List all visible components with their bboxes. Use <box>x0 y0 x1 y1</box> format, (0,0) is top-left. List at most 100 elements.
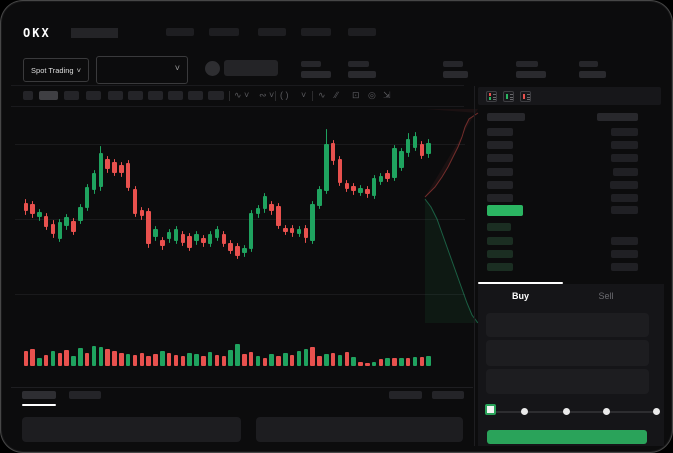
bid-row-price[interactable] <box>487 237 513 245</box>
timeframe-button[interactable] <box>23 91 33 100</box>
candle-body <box>43 216 49 227</box>
candle-body <box>228 243 233 251</box>
timeframe-button[interactable] <box>188 91 203 100</box>
candle-body <box>248 213 254 249</box>
bid-row-price[interactable] <box>487 250 513 258</box>
candle-body <box>132 189 138 214</box>
bottom-panel-box-2[interactable] <box>256 417 463 442</box>
volume-bar <box>98 347 104 366</box>
bid-row-price[interactable] <box>487 263 513 271</box>
ask-row-amount <box>610 181 638 189</box>
ask-row-price[interactable] <box>487 168 513 176</box>
timeframe-button[interactable] <box>39 91 58 100</box>
bottom-action-skeleton-1[interactable] <box>389 391 422 399</box>
market-selector-button[interactable]: Spot Trading ˅ <box>23 58 89 82</box>
divider <box>11 387 473 388</box>
icon-dash <box>527 96 530 98</box>
volume-bar <box>310 347 315 366</box>
timeframe-button[interactable] <box>148 91 163 100</box>
slider-dot[interactable] <box>652 408 660 415</box>
icon-strip <box>506 94 508 99</box>
ask-row-price[interactable] <box>487 128 513 136</box>
candle-body <box>50 224 56 234</box>
ask-row-amount <box>611 141 638 149</box>
pair-dropdown[interactable]: ˅ <box>96 56 188 84</box>
slider-dot[interactable] <box>520 408 528 415</box>
volume-bar <box>303 349 309 366</box>
orderbook-bids-icon[interactable] <box>503 91 514 102</box>
indicators-icon[interactable]: ( ) <box>280 90 289 100</box>
ask-row-price[interactable] <box>487 194 513 202</box>
volume-bar <box>344 352 349 366</box>
timeframe-button[interactable] <box>208 91 224 100</box>
navbar-menu-item[interactable] <box>209 28 239 36</box>
ask-row-price[interactable] <box>487 141 513 149</box>
candle-body <box>78 207 83 221</box>
orderbook-asks-icon[interactable] <box>520 91 531 102</box>
candle-body <box>303 228 309 238</box>
trade-input-field-1[interactable] <box>486 313 649 337</box>
bottom-action-skeleton-2[interactable] <box>432 391 464 399</box>
icon-dash <box>527 99 530 100</box>
buy-button[interactable] <box>487 430 647 444</box>
volume-bar <box>71 356 76 366</box>
timeframe-button[interactable] <box>86 91 101 100</box>
candle-body <box>358 188 363 193</box>
volume-bar <box>153 354 158 366</box>
slider-dot[interactable] <box>602 408 610 415</box>
timeframe-button[interactable] <box>128 91 143 100</box>
stat-label-skeleton <box>516 61 538 67</box>
trade-input-field-2[interactable] <box>486 340 649 366</box>
timeframe-button[interactable] <box>168 91 183 100</box>
volume-bar <box>214 355 220 366</box>
candle-body <box>84 187 90 208</box>
stat-pair <box>443 61 468 78</box>
bid-row-price[interactable] <box>487 223 511 231</box>
volume-bar <box>30 349 35 366</box>
volume-bar <box>317 356 322 366</box>
candle-body <box>173 229 179 241</box>
okx-logo[interactable]: OKX <box>23 26 51 40</box>
market-selector-label: Spot Trading <box>31 65 74 75</box>
bottom-panel-box-1[interactable] <box>22 417 241 442</box>
line-tool-icon[interactable]: ∿ <box>318 90 326 100</box>
stat-value-skeleton <box>579 71 606 78</box>
bottom-tab-2[interactable] <box>69 391 101 399</box>
candle-body <box>119 165 124 173</box>
tab-sell[interactable]: Sell <box>598 290 614 301</box>
ask-row-price[interactable] <box>487 181 513 189</box>
screenshot-icon[interactable]: ⊡ <box>352 90 360 100</box>
timeframe-button[interactable] <box>64 91 79 100</box>
volume-bar <box>57 353 63 366</box>
settings-icon[interactable]: ◎ <box>368 90 376 100</box>
compare-icon[interactable]: ∕∕ <box>335 90 339 100</box>
expand-indicators-icon[interactable]: ˅ <box>301 90 307 100</box>
volume-bar <box>187 353 192 366</box>
fullscreen-icon[interactable]: ⇲ <box>383 90 391 100</box>
chart-type-icon[interactable]: ∿ ˅ <box>234 90 250 100</box>
tab-buy[interactable]: Buy <box>511 290 529 301</box>
candle-body <box>371 178 377 196</box>
timeframe-button[interactable] <box>108 91 123 100</box>
ask-row-price[interactable] <box>487 154 513 162</box>
navbar-menu-item[interactable] <box>301 28 331 36</box>
navbar-menu-item[interactable] <box>258 28 286 36</box>
volume-bar <box>378 359 384 366</box>
slider-dot[interactable] <box>562 408 570 415</box>
slider-handle[interactable] <box>485 404 496 415</box>
volume-bar <box>255 356 261 366</box>
orderbook-combined-icon[interactable] <box>486 91 497 102</box>
stat-pair <box>579 61 606 78</box>
navbar-menu-item[interactable] <box>166 28 194 36</box>
volume-bar <box>146 356 151 366</box>
last-price-badge[interactable] <box>487 205 523 216</box>
divider <box>312 91 313 101</box>
bottom-tab-1[interactable] <box>22 391 56 399</box>
volume-bar <box>276 356 281 366</box>
navbar-menu-item[interactable] <box>348 28 376 36</box>
candle-style-icon[interactable]: ∾ ˅ <box>259 90 275 100</box>
amount-slider-track[interactable] <box>490 411 657 413</box>
icon-strip-bid <box>489 97 491 100</box>
trade-input-field-3[interactable] <box>486 369 649 394</box>
